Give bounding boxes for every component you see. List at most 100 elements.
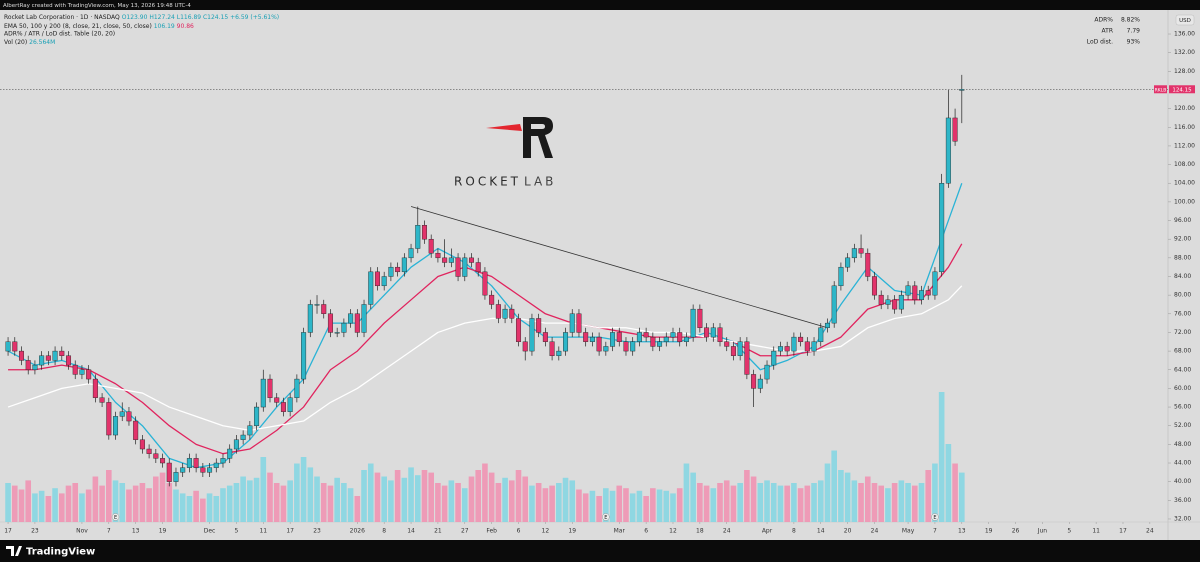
x-tick-label: 19: [985, 528, 993, 535]
volume-bar: [757, 483, 764, 522]
candle-body: [421, 224, 427, 240]
candle-body: [314, 304, 320, 306]
candle-body: [522, 341, 528, 352]
y-tick-label: 112.00: [1174, 142, 1195, 149]
volume-bar: [683, 463, 690, 522]
x-tick-label: 5: [1067, 528, 1071, 535]
volume-bar: [938, 392, 945, 522]
volume-bar: [851, 480, 858, 522]
volume-bar: [515, 470, 522, 522]
volume-bar: [717, 483, 723, 522]
candle-body: [280, 402, 286, 412]
y-tick-label: 84.00: [1174, 273, 1191, 280]
volume-bar: [710, 488, 717, 522]
x-tick-label: Apr: [762, 528, 773, 535]
volume-bar: [495, 483, 502, 522]
candle-body: [18, 350, 24, 361]
x-tick-label: May: [902, 528, 915, 535]
candle-body: [468, 257, 474, 263]
candle-body: [321, 304, 327, 314]
volume-bar: [280, 485, 287, 522]
symbol-label: RKLB: [1155, 87, 1167, 93]
volume-bar: [744, 470, 750, 522]
volume-bar: [502, 477, 508, 522]
volume-bar: [770, 483, 777, 522]
volume-bar: [676, 488, 683, 522]
volume-bar: [32, 493, 38, 522]
volume-bar: [764, 480, 770, 522]
candle-body: [428, 238, 434, 254]
volume-bar: [549, 485, 555, 522]
x-tick-label: 27: [461, 528, 469, 535]
candle-body: [220, 458, 226, 464]
volume-bar: [522, 476, 529, 522]
candle-body: [851, 248, 857, 259]
table-value: 7.79: [1127, 28, 1141, 35]
candle-body: [630, 341, 636, 352]
x-tick-label: 17: [286, 528, 294, 535]
volume-bar: [448, 480, 455, 522]
volume-bar: [663, 490, 670, 522]
candle-body: [865, 252, 871, 277]
volume-bar: [226, 485, 233, 522]
candle-body: [636, 332, 642, 342]
volume-bar: [52, 488, 58, 522]
volume-bar: [381, 476, 387, 522]
volume-bar: [636, 490, 643, 522]
event-marker: [931, 513, 939, 521]
candle-body: [133, 420, 139, 440]
event-label: E: [114, 515, 117, 521]
volume-bar: [945, 444, 952, 522]
symbol-title: Rocket Lab Corporation · 1D · NASDAQ: [4, 14, 120, 21]
candle-body: [811, 341, 817, 352]
candle-body: [771, 350, 777, 366]
volume-bar: [623, 488, 629, 522]
candle-body: [260, 378, 266, 408]
candle-body: [166, 462, 172, 482]
volume-bar: [556, 483, 562, 522]
candle-body: [482, 271, 488, 296]
candle-body: [25, 360, 31, 370]
volume-bar: [421, 470, 428, 522]
candle-body: [650, 336, 656, 347]
volume-bar: [488, 472, 495, 522]
candle-body: [516, 318, 522, 342]
volume-bar: [529, 485, 535, 522]
volume-bar: [475, 470, 482, 522]
volume-bar: [690, 472, 696, 522]
candle-body: [885, 299, 891, 305]
candle-body: [569, 313, 575, 333]
x-tick-label: 6: [517, 528, 521, 535]
volume-bar: [730, 485, 737, 522]
x-tick-label: 24: [1146, 528, 1154, 535]
volume-bar: [824, 463, 831, 522]
volume-bar: [401, 477, 408, 522]
x-tick-label: Nov: [76, 528, 88, 535]
volume-bar: [784, 485, 790, 522]
volume-bar: [650, 488, 656, 522]
candle-body: [502, 308, 508, 319]
event-marker: [111, 513, 120, 521]
volume-bar: [844, 472, 851, 522]
volume-bar: [482, 463, 488, 522]
x-tick-label: 8: [382, 528, 386, 535]
candle-body: [798, 336, 804, 342]
candle-body: [818, 327, 824, 342]
candle-body: [395, 266, 401, 273]
candle-body: [388, 266, 394, 277]
volume-bar: [247, 480, 253, 522]
x-tick-label: 19: [159, 528, 167, 535]
volume-bar: [864, 476, 871, 522]
x-tick-label: 13: [132, 528, 140, 535]
price-box: [1169, 85, 1195, 94]
candle-body: [92, 378, 98, 398]
volume-bar: [878, 485, 885, 522]
candle-body: [294, 378, 300, 398]
candle-body: [59, 350, 65, 356]
candle-body: [690, 308, 696, 338]
candle-body: [919, 290, 925, 301]
y-tick-label: 108.00: [1174, 161, 1195, 168]
candle-body: [878, 294, 884, 305]
